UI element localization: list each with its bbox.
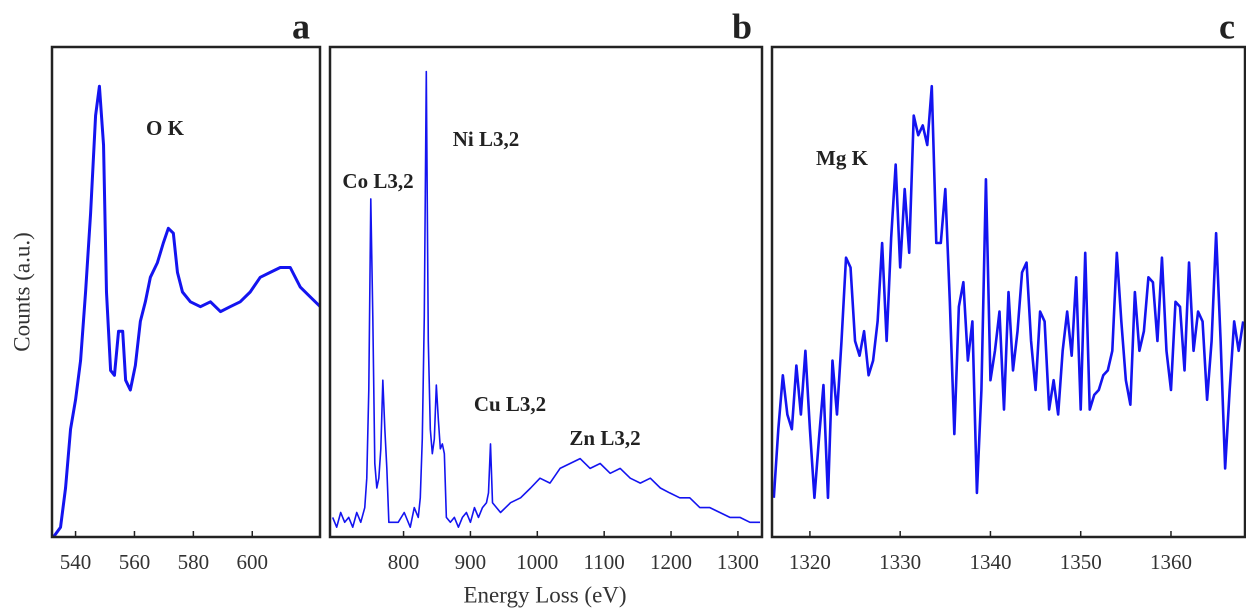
peak-annotation: Co L3,2	[342, 169, 413, 193]
spectrum-line	[52, 84, 320, 537]
x-tick-label: 1330	[879, 550, 921, 574]
x-tick-label: 1000	[516, 550, 558, 574]
y-axis-label: Counts (a.u.)	[9, 232, 34, 351]
spectrum-line	[331, 70, 760, 528]
panel-frame	[770, 45, 1246, 539]
spectrum-line	[772, 84, 1245, 500]
panel-frame	[50, 45, 322, 539]
peak-annotation: Mg K	[816, 146, 869, 170]
x-tick-label: 1100	[584, 550, 625, 574]
x-tick-label: 1340	[969, 550, 1011, 574]
x-tick-label: 800	[388, 550, 420, 574]
x-tick-label: 1300	[717, 550, 759, 574]
panel-frame	[328, 45, 764, 539]
x-tick-label: 580	[178, 550, 210, 574]
peak-annotation: Cu L3,2	[474, 392, 546, 416]
x-tick-label: 900	[455, 550, 487, 574]
x-tick-label: 1360	[1150, 550, 1192, 574]
x-tick-label: 1350	[1060, 550, 1102, 574]
x-tick-label: 600	[237, 550, 269, 574]
x-tick-label: 560	[119, 550, 151, 574]
x-tick-label: 540	[60, 550, 92, 574]
panel-letter: c	[1219, 6, 1235, 46]
peak-annotation: Ni L3,2	[453, 127, 520, 151]
panel-letter: b	[732, 6, 752, 46]
peak-annotation: Zn L3,2	[569, 426, 640, 450]
x-tick-label: 1200	[650, 550, 692, 574]
x-tick-label: 1320	[789, 550, 831, 574]
peak-annotation: O K	[146, 116, 185, 140]
panel-letter: a	[292, 6, 310, 46]
x-axis-label: Energy Loss (eV)	[463, 582, 626, 607]
